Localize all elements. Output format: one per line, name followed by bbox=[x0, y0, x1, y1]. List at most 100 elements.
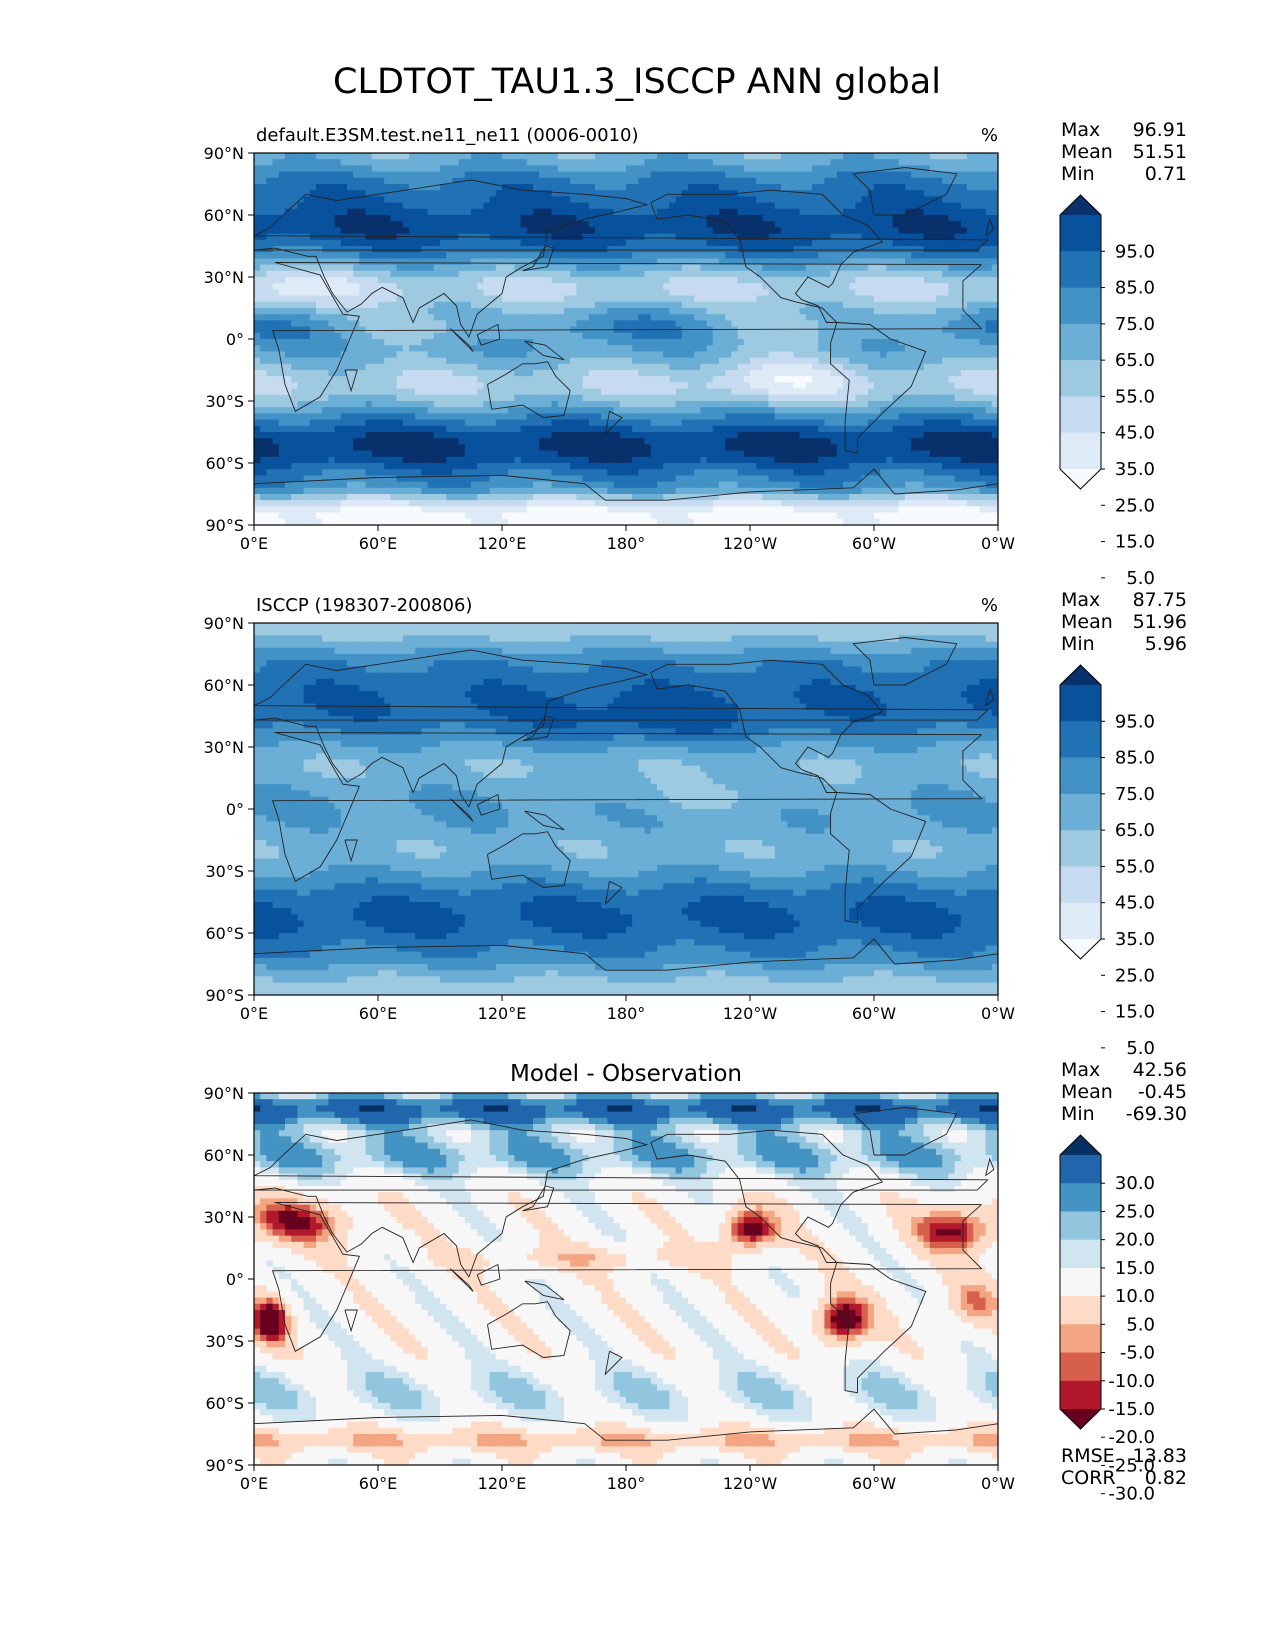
field-cell bbox=[917, 394, 925, 402]
field-cell bbox=[545, 345, 553, 352]
field-cell bbox=[731, 264, 739, 272]
field-cell bbox=[644, 258, 652, 266]
field-cell bbox=[285, 363, 292, 371]
field-cell bbox=[365, 376, 373, 383]
field-cell bbox=[874, 258, 881, 266]
field-cell bbox=[669, 345, 677, 352]
field-cell bbox=[874, 221, 881, 228]
field-cell bbox=[824, 345, 832, 352]
field-cell bbox=[533, 320, 540, 328]
field-cell bbox=[675, 233, 683, 241]
field-cell bbox=[929, 283, 937, 290]
field-cell bbox=[526, 277, 534, 284]
field-cell bbox=[285, 252, 292, 259]
field-cell bbox=[911, 196, 918, 204]
field-cell bbox=[638, 332, 646, 340]
field-cell bbox=[743, 196, 751, 204]
field-cell bbox=[508, 382, 515, 390]
field-cell bbox=[812, 339, 819, 346]
field-cell bbox=[681, 308, 689, 315]
field-cell bbox=[613, 295, 621, 303]
field-cell bbox=[260, 388, 267, 396]
field-cell bbox=[409, 270, 416, 278]
field-cell bbox=[433, 295, 441, 303]
field-cell bbox=[322, 239, 329, 247]
field-cell bbox=[743, 246, 751, 253]
field-cell bbox=[731, 171, 739, 179]
field-cell bbox=[774, 314, 782, 321]
field-cell bbox=[278, 289, 286, 297]
field-cell bbox=[743, 388, 751, 396]
field-cell bbox=[378, 177, 385, 185]
field-cell bbox=[260, 270, 267, 278]
field-cell bbox=[960, 196, 968, 204]
field-cell bbox=[874, 314, 881, 321]
field-cell bbox=[409, 407, 416, 414]
field-cell bbox=[632, 345, 639, 352]
field-cell bbox=[824, 351, 832, 359]
field-cell bbox=[694, 153, 701, 160]
field-cell bbox=[917, 351, 925, 359]
field-cell bbox=[278, 332, 286, 340]
field-cell bbox=[334, 376, 342, 383]
field-cell bbox=[967, 332, 974, 340]
field-cell bbox=[706, 295, 714, 303]
field-cell bbox=[973, 351, 980, 359]
field-cell bbox=[440, 196, 447, 204]
field-cell bbox=[657, 401, 664, 408]
field-cell bbox=[464, 277, 472, 284]
field-cell bbox=[595, 407, 602, 414]
field-cell bbox=[390, 363, 398, 371]
field-cell bbox=[619, 363, 627, 371]
field-cell bbox=[322, 295, 329, 303]
field-cell bbox=[799, 326, 807, 334]
field-cell bbox=[818, 283, 825, 290]
field-cell bbox=[886, 171, 894, 179]
field-cell bbox=[644, 289, 652, 297]
field-cell bbox=[650, 382, 658, 390]
field-cell bbox=[657, 252, 664, 259]
field-cell bbox=[818, 277, 825, 284]
field-cell bbox=[731, 208, 739, 216]
field-cell bbox=[936, 270, 943, 278]
field-cell bbox=[483, 382, 491, 390]
field-cell bbox=[458, 221, 466, 228]
field-cell bbox=[911, 326, 918, 334]
field-cell bbox=[681, 165, 689, 173]
field-cell bbox=[533, 301, 540, 309]
field-cell bbox=[353, 283, 360, 290]
field-cell bbox=[409, 184, 416, 191]
field-cell bbox=[402, 258, 410, 266]
field-cell bbox=[328, 363, 336, 371]
field-cell bbox=[979, 227, 987, 235]
field-cell bbox=[582, 289, 590, 297]
field-cell bbox=[712, 264, 720, 272]
field-cell bbox=[440, 184, 447, 191]
field-cell bbox=[378, 407, 385, 414]
field-cell bbox=[278, 208, 286, 216]
field-cell bbox=[297, 196, 305, 204]
field-cell bbox=[557, 295, 565, 303]
field-cell bbox=[588, 239, 596, 247]
field-cell bbox=[421, 332, 429, 340]
field-cell bbox=[836, 301, 844, 309]
field-cell bbox=[471, 401, 478, 408]
field-cell bbox=[911, 227, 918, 235]
field-cell bbox=[303, 388, 311, 396]
field-cell bbox=[365, 351, 373, 359]
field-cell bbox=[923, 233, 931, 241]
field-cell bbox=[390, 177, 398, 185]
field-cell bbox=[613, 159, 621, 166]
field-cell bbox=[799, 258, 807, 266]
field-cell bbox=[576, 351, 584, 359]
field-cell bbox=[365, 215, 373, 222]
field-cell bbox=[855, 159, 863, 166]
field-cell bbox=[340, 326, 348, 334]
field-cell bbox=[595, 215, 602, 222]
field-cell bbox=[322, 264, 329, 272]
field-cell bbox=[880, 357, 887, 365]
field-cell bbox=[477, 258, 484, 266]
field-cell bbox=[396, 264, 404, 272]
field-cell bbox=[626, 320, 633, 328]
field-cell bbox=[458, 308, 466, 315]
